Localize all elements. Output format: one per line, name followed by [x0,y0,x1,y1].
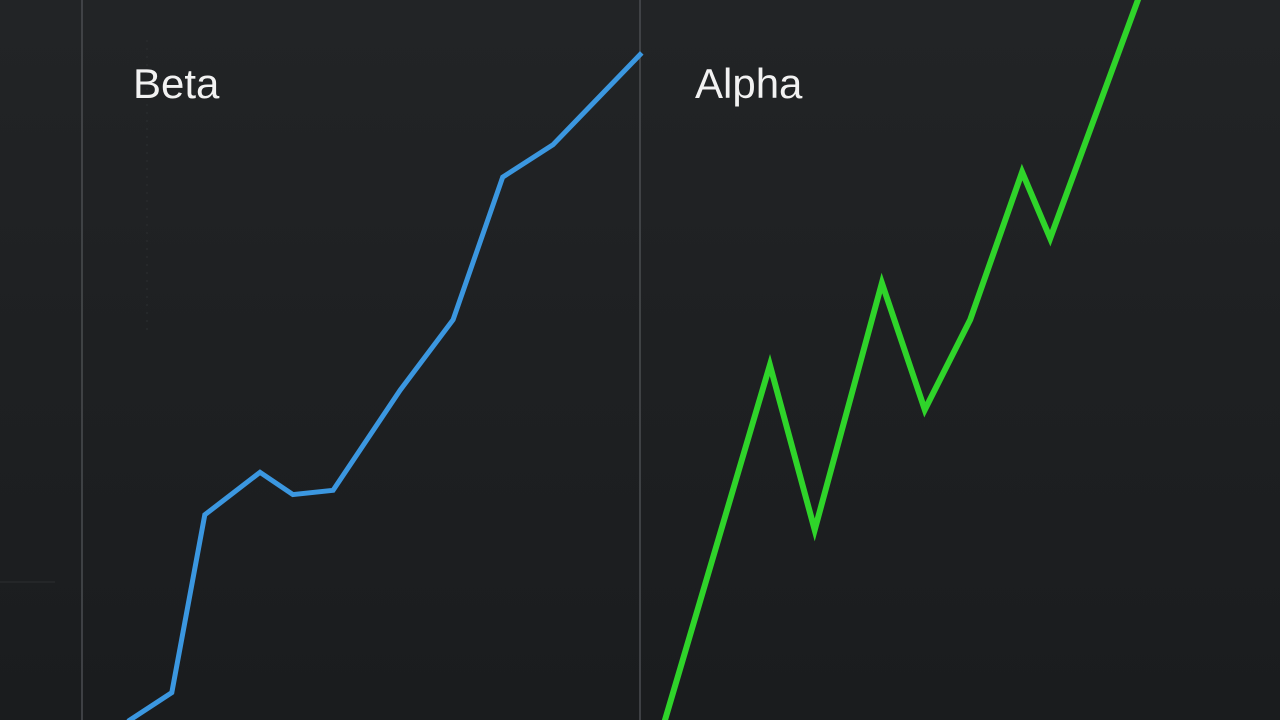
chart-title: Beta [133,60,220,107]
data-line [661,0,1142,720]
data-line [126,51,644,720]
chart-title: Alpha [695,60,803,107]
